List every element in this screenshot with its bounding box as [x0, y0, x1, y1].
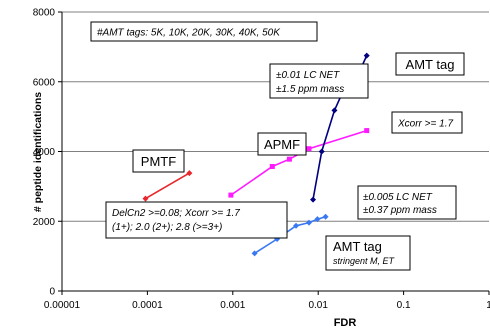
data-point: [363, 52, 370, 59]
annotation-pmtf: PMTF: [132, 149, 185, 173]
annotation-text-title: AMT tag: [333, 239, 382, 254]
annotation-text: Xcorr >= 1.7: [397, 119, 453, 130]
annotation-box: [269, 63, 369, 99]
data-point: [186, 170, 193, 177]
annotation-strict-net: ±0.005 LC NET ±0.37 ppm mass: [357, 185, 457, 220]
y-tick-label: 6000: [33, 77, 56, 88]
annotation-text-line1: ±0.005 LC NET: [363, 192, 433, 203]
x-tick-label: 0.001: [220, 300, 245, 311]
y-tick-label: 0: [49, 287, 55, 298]
x-tick-label: 0.01: [308, 300, 328, 311]
data-point: [286, 156, 292, 162]
data-point: [269, 163, 275, 169]
x-tick-label: 0.1: [397, 300, 411, 311]
annotation-amt-stringent: AMT tag stringent M, ET: [325, 235, 411, 271]
annotation-box: [357, 185, 457, 220]
annotation-text: #AMT tags: 5K, 10K, 20K, 30K, 40K, 50K: [97, 28, 281, 39]
x-axis-label: FDR: [334, 317, 357, 329]
data-point: [314, 216, 321, 223]
y-tick-label: 2000: [33, 217, 56, 228]
data-point: [293, 222, 300, 229]
data-point: [318, 148, 325, 155]
annotation-amt-tags: #AMT tags: 5K, 10K, 20K, 30K, 40K, 50K: [90, 21, 318, 42]
annotation-box: [395, 52, 465, 76]
x-tick-label: 0.0001: [132, 300, 163, 311]
annotation-apmf: APMF: [257, 132, 307, 156]
annotation-text-line2: (1+); 2.0 (2+); 2.8 (>=3+): [112, 222, 222, 233]
data-point: [322, 213, 329, 220]
annotation-box: [257, 132, 307, 156]
annotation-amt-tag: AMT tag: [395, 52, 465, 76]
x-tick-label: 1: [486, 300, 490, 311]
data-point: [305, 219, 312, 226]
annotation-text-sub: stringent M, ET: [333, 256, 396, 266]
series-line-1: [145, 172, 190, 200]
y-tick-label: 8000: [33, 8, 56, 19]
annotation-text: PMTF: [141, 154, 176, 169]
annotation-box: [132, 149, 185, 173]
annotation-box: [105, 201, 288, 239]
annotation-text-line2: ±0.37 ppm mass: [363, 205, 437, 216]
annotation-text-line1: ±0.01 LC NET: [276, 70, 340, 81]
x-tick-label: 0.00001: [44, 300, 81, 311]
data-point: [228, 192, 234, 198]
annotation-loose-net: ±0.01 LC NET ±1.5 ppm mass: [269, 63, 369, 99]
data-point: [331, 107, 338, 114]
data-point: [364, 128, 370, 134]
annotation-text: APMF: [264, 137, 300, 152]
y-axis-label: # peptide identifications: [32, 92, 44, 212]
data-point: [142, 195, 149, 202]
annotation-text: AMT tag: [406, 57, 455, 72]
annotation-text-line1: DelCn2 >=0.08; Xcorr >= 1.7: [112, 208, 240, 219]
annotation-box: [325, 235, 411, 271]
annotation-xcorr: Xcorr >= 1.7: [391, 111, 463, 134]
annotation-box: [90, 21, 318, 42]
data-point: [251, 250, 258, 257]
annotation-delcn: DelCn2 >=0.08; Xcorr >= 1.7 (1+); 2.0 (2…: [105, 201, 288, 239]
y-tick-label: 4000: [33, 147, 56, 158]
annotation-text-line2: ±1.5 ppm mass: [276, 84, 344, 95]
annotation-box: [391, 111, 463, 134]
data-point: [306, 146, 312, 152]
axes: 0 2000 4000 6000 8000 0.00001 0.0001 0.001 0.01 0…: [33, 8, 490, 312]
data-point: [310, 196, 317, 203]
